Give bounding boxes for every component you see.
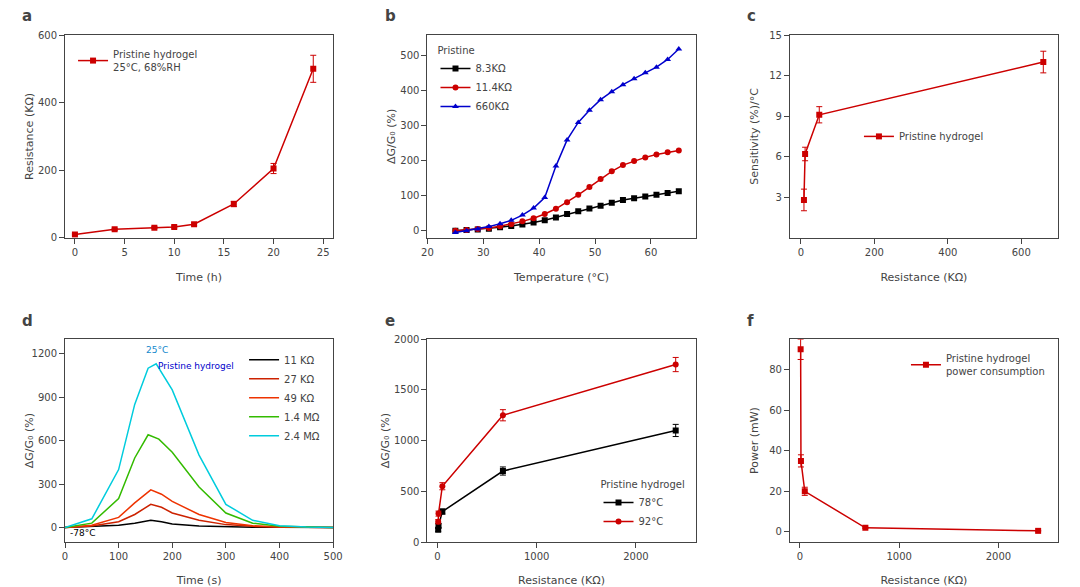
svg-text:Pristine hydrogel: Pristine hydrogel: [601, 479, 685, 490]
svg-text:600: 600: [38, 435, 57, 446]
svg-text:Time (s): Time (s): [176, 574, 222, 587]
svg-text:660KΩ: 660KΩ: [475, 101, 509, 112]
svg-text:Pristine hydrogelpower consump: Pristine hydrogelpower consumption: [946, 353, 1045, 377]
svg-text:2000: 2000: [986, 551, 1011, 562]
svg-text:20: 20: [267, 247, 280, 258]
svg-text:1200: 1200: [32, 348, 57, 359]
svg-text:25: 25: [317, 247, 330, 258]
svg-text:1000: 1000: [394, 435, 419, 446]
svg-text:500: 500: [324, 551, 343, 562]
svg-text:Pristine: Pristine: [437, 45, 474, 56]
svg-text:b: b: [385, 7, 396, 25]
svg-text:300: 300: [400, 120, 419, 131]
svg-text:500: 500: [400, 50, 419, 61]
svg-text:20: 20: [421, 247, 434, 258]
svg-text:78°C: 78°C: [639, 497, 664, 508]
svg-text:f: f: [747, 312, 754, 330]
svg-text:80: 80: [769, 364, 782, 375]
svg-text:1.4 MΩ: 1.4 MΩ: [284, 412, 320, 423]
svg-text:Pristine hydrogel25°C, 68%RH: Pristine hydrogel25°C, 68%RH: [113, 49, 197, 73]
svg-text:8.3KΩ: 8.3KΩ: [475, 63, 505, 74]
svg-text:0: 0: [72, 247, 78, 258]
svg-text:Resistance (KΩ): Resistance (KΩ): [880, 574, 967, 587]
svg-text:400: 400: [270, 551, 289, 562]
svg-text:300: 300: [38, 479, 57, 490]
svg-text:c: c: [747, 7, 756, 25]
svg-text:2000: 2000: [394, 334, 419, 345]
svg-text:40: 40: [769, 445, 782, 456]
svg-text:100: 100: [400, 190, 419, 201]
svg-text:49 KΩ: 49 KΩ: [284, 393, 314, 404]
svg-text:60: 60: [769, 405, 782, 416]
svg-text:11.4KΩ: 11.4KΩ: [475, 82, 512, 93]
svg-text:1000: 1000: [886, 551, 911, 562]
svg-text:200: 200: [163, 551, 182, 562]
svg-text:40: 40: [533, 247, 546, 258]
svg-text:0: 0: [776, 526, 782, 537]
svg-text:0: 0: [798, 247, 804, 258]
svg-text:2000: 2000: [623, 551, 648, 562]
svg-text:ΔG/G₀ (%): ΔG/G₀ (%): [379, 413, 392, 468]
svg-text:1500: 1500: [394, 384, 419, 395]
svg-text:-78°C: -78°C: [70, 528, 95, 538]
svg-text:Pristine hydrogel: Pristine hydrogel: [899, 131, 983, 142]
svg-text:27 KΩ: 27 KΩ: [284, 374, 314, 385]
svg-text:a: a: [22, 7, 32, 25]
svg-text:15: 15: [218, 247, 231, 258]
svg-text:d: d: [22, 312, 33, 330]
svg-text:Time (h): Time (h): [175, 271, 222, 284]
svg-text:400: 400: [38, 97, 57, 108]
svg-text:Sensitivity (%)/°C: Sensitivity (%)/°C: [748, 88, 761, 185]
svg-text:12: 12: [769, 70, 782, 81]
svg-text:Resistance (KΩ): Resistance (KΩ): [23, 93, 36, 180]
svg-text:600: 600: [1012, 247, 1031, 258]
svg-text:10: 10: [168, 247, 181, 258]
svg-text:ΔG/G₀ (%): ΔG/G₀ (%): [385, 109, 398, 164]
svg-text:Pristine hydrogel: Pristine hydrogel: [158, 361, 234, 371]
svg-text:6: 6: [776, 151, 782, 162]
svg-text:92°C: 92°C: [639, 516, 664, 527]
svg-text:900: 900: [38, 392, 57, 403]
svg-text:20: 20: [769, 486, 782, 497]
svg-text:e: e: [385, 312, 395, 330]
svg-text:200: 200: [38, 165, 57, 176]
svg-text:50: 50: [589, 247, 602, 258]
svg-text:0: 0: [51, 232, 57, 243]
svg-text:500: 500: [400, 486, 419, 497]
svg-text:200: 200: [400, 155, 419, 166]
svg-text:Temperature (°C): Temperature (°C): [513, 271, 609, 284]
svg-text:0: 0: [413, 537, 419, 548]
svg-text:5: 5: [121, 247, 127, 258]
svg-text:Power (mW): Power (mW): [748, 407, 761, 474]
svg-text:1000: 1000: [524, 551, 549, 562]
svg-text:0: 0: [62, 551, 68, 562]
svg-text:100: 100: [109, 551, 128, 562]
svg-text:0: 0: [51, 522, 57, 533]
svg-text:400: 400: [938, 247, 957, 258]
svg-text:Resistance (KΩ): Resistance (KΩ): [880, 271, 967, 284]
svg-text:300: 300: [216, 551, 235, 562]
svg-text:2.4 MΩ: 2.4 MΩ: [284, 431, 320, 442]
svg-text:9: 9: [776, 111, 782, 122]
svg-text:15: 15: [769, 30, 782, 41]
svg-text:3: 3: [776, 192, 782, 203]
svg-text:Resistance (KΩ): Resistance (KΩ): [518, 574, 605, 587]
svg-text:400: 400: [400, 85, 419, 96]
svg-text:0: 0: [413, 225, 419, 236]
svg-text:200: 200: [865, 247, 884, 258]
svg-text:60: 60: [645, 247, 658, 258]
svg-text:11 KΩ: 11 KΩ: [284, 355, 314, 366]
svg-text:0: 0: [434, 551, 440, 562]
svg-text:25°C: 25°C: [146, 345, 168, 355]
svg-text:30: 30: [477, 247, 490, 258]
svg-text:ΔG/G₀ (%): ΔG/G₀ (%): [23, 413, 36, 468]
svg-text:0: 0: [797, 551, 803, 562]
svg-text:600: 600: [38, 30, 57, 41]
